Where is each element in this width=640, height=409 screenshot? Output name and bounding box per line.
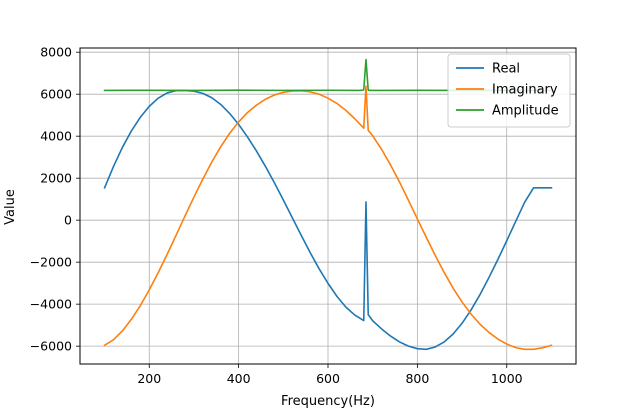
y-tick-label: −6000 [30, 339, 72, 354]
legend-label-amplitude: Amplitude [492, 104, 559, 119]
y-axis-label: Value [3, 189, 18, 225]
x-tick-label: 200 [137, 371, 161, 386]
legend-label-real: Real [492, 62, 520, 77]
y-tick-label: −4000 [30, 297, 72, 312]
axis-ticks: 200 400 600 800 1000 −6000 −4000 −2000 0 2000 4000… [30, 45, 523, 386]
y-tick-label: 6000 [40, 87, 72, 102]
series-line-amplitude [103, 58, 553, 92]
x-tick-label: 600 [316, 371, 340, 386]
y-tick-label: 8000 [40, 45, 72, 60]
legend-box [447, 53, 571, 128]
x-tick-label: 400 [227, 371, 251, 386]
y-tick-label: 4000 [40, 129, 72, 144]
x-axis-label: Frequency(Hz) [281, 394, 375, 409]
series-line-imaginary [103, 85, 553, 351]
x-tick-label: 1000 [491, 371, 523, 386]
y-tick-label: −2000 [30, 255, 72, 270]
series-lines [103, 58, 553, 351]
legend-label-imaginary: Imaginary [492, 83, 558, 98]
x-tick-label: 800 [405, 371, 429, 386]
y-tick-label: 0 [64, 213, 72, 228]
y-tick-label: 2000 [40, 171, 72, 186]
legend: Real Imaginary Amplitude [447, 53, 571, 128]
